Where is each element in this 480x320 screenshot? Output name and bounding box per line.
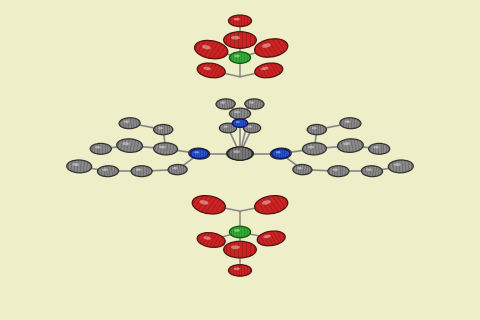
Ellipse shape [276,151,281,153]
Ellipse shape [229,108,251,119]
Ellipse shape [228,265,252,276]
Ellipse shape [254,39,288,57]
Ellipse shape [234,268,240,270]
Ellipse shape [136,168,142,171]
Ellipse shape [228,15,252,27]
Ellipse shape [197,63,225,78]
Ellipse shape [154,143,178,155]
Ellipse shape [124,120,130,123]
Ellipse shape [95,146,101,148]
Ellipse shape [343,142,350,145]
Ellipse shape [154,124,173,135]
Ellipse shape [117,139,143,152]
Ellipse shape [216,99,235,109]
Ellipse shape [231,245,240,249]
Ellipse shape [194,40,228,59]
Ellipse shape [194,151,199,153]
Ellipse shape [328,166,349,177]
Ellipse shape [270,148,291,159]
Ellipse shape [307,124,326,135]
Ellipse shape [302,143,326,155]
Ellipse shape [366,168,372,171]
Ellipse shape [158,127,163,129]
Ellipse shape [340,118,361,129]
Ellipse shape [122,142,130,145]
Ellipse shape [202,45,211,49]
Ellipse shape [172,167,178,169]
Ellipse shape [97,166,119,177]
Ellipse shape [394,163,401,166]
Ellipse shape [119,118,140,129]
Ellipse shape [234,111,240,113]
Ellipse shape [264,235,271,238]
Ellipse shape [345,120,350,123]
Ellipse shape [224,32,256,48]
Ellipse shape [308,146,314,148]
Ellipse shape [67,160,92,173]
Ellipse shape [245,99,264,109]
Ellipse shape [369,143,390,154]
Ellipse shape [373,146,379,148]
Ellipse shape [219,123,237,133]
Ellipse shape [234,55,240,57]
Ellipse shape [190,149,208,158]
Ellipse shape [333,168,338,171]
Ellipse shape [388,160,413,173]
Ellipse shape [192,196,226,214]
Ellipse shape [223,125,228,128]
Ellipse shape [234,18,240,20]
Ellipse shape [200,200,208,204]
Ellipse shape [243,123,261,133]
Ellipse shape [72,163,79,166]
Ellipse shape [220,101,226,104]
Ellipse shape [232,119,248,127]
Ellipse shape [257,231,285,246]
Ellipse shape [159,146,166,148]
Ellipse shape [204,67,211,70]
Ellipse shape [197,233,225,247]
Ellipse shape [297,167,302,169]
Ellipse shape [262,200,271,204]
Ellipse shape [233,150,240,153]
Ellipse shape [361,166,383,177]
Ellipse shape [131,166,152,177]
Ellipse shape [168,164,187,175]
Ellipse shape [229,52,251,63]
Ellipse shape [247,125,252,128]
Ellipse shape [90,143,111,154]
Ellipse shape [189,148,210,159]
Ellipse shape [255,63,283,78]
Ellipse shape [234,229,240,232]
Ellipse shape [204,236,211,240]
Ellipse shape [227,147,253,160]
Ellipse shape [102,168,108,171]
Ellipse shape [262,44,271,48]
Ellipse shape [254,196,288,214]
Ellipse shape [337,139,363,152]
Ellipse shape [232,150,240,153]
Ellipse shape [261,67,269,70]
Ellipse shape [224,241,256,258]
Ellipse shape [236,121,240,123]
Ellipse shape [193,151,199,153]
Ellipse shape [275,151,281,153]
Ellipse shape [249,101,254,104]
Ellipse shape [272,149,290,158]
Ellipse shape [293,164,312,175]
Ellipse shape [228,147,252,160]
Ellipse shape [231,36,240,40]
Ellipse shape [229,226,251,238]
Ellipse shape [312,127,317,129]
